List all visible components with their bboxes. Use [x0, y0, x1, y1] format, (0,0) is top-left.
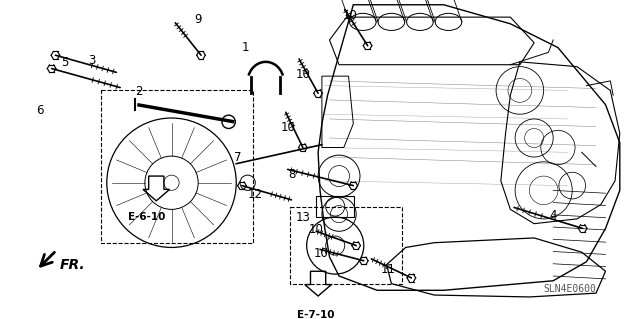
Text: 10: 10: [314, 247, 328, 260]
Bar: [289, 207, 402, 284]
Text: 10: 10: [308, 223, 324, 236]
Text: 9: 9: [195, 12, 202, 26]
Text: 7: 7: [234, 152, 242, 165]
Bar: [101, 90, 253, 243]
Text: 12: 12: [248, 188, 263, 201]
Bar: [316, 196, 355, 217]
Text: 10: 10: [343, 9, 358, 22]
Text: E-6-10: E-6-10: [128, 212, 165, 222]
Text: SLN4E0600: SLN4E0600: [543, 284, 596, 293]
Text: 8: 8: [288, 168, 295, 181]
Text: 13: 13: [296, 211, 310, 224]
Text: 5: 5: [61, 56, 68, 69]
Text: 10: 10: [296, 68, 310, 81]
Text: 1: 1: [242, 41, 250, 54]
Text: 4: 4: [549, 209, 557, 222]
Text: E-7-10: E-7-10: [297, 310, 335, 319]
Text: 11: 11: [381, 263, 396, 276]
Text: 6: 6: [36, 104, 44, 117]
Text: 10: 10: [280, 121, 295, 134]
Text: 3: 3: [88, 55, 95, 67]
Text: 2: 2: [136, 85, 143, 98]
Text: FR.: FR.: [60, 257, 85, 271]
